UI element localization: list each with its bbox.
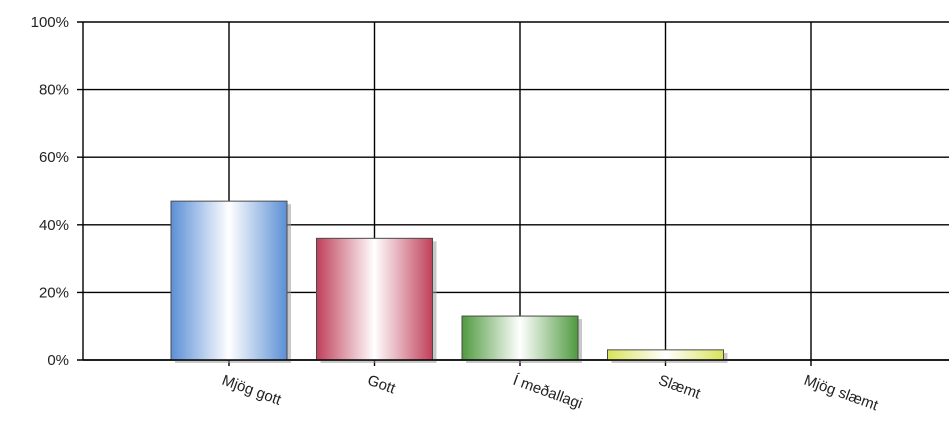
y-tick-label: 20% — [39, 284, 69, 301]
x-tick-label: Gott — [365, 372, 398, 398]
bar — [607, 349, 724, 361]
x-tick-label: Í meðallagi — [511, 372, 585, 413]
bar — [170, 200, 288, 361]
bar-layer — [170, 200, 728, 363]
y-tick-label: 80% — [39, 82, 69, 99]
label-layer: 0% 20% 40% 60% 80% 100% Mjög gott Gott Í meðalla… — [31, 14, 881, 415]
y-tick-label: 40% — [39, 217, 69, 234]
bar — [461, 315, 579, 361]
bar — [316, 237, 433, 361]
y-tick-label: 100% — [31, 14, 69, 31]
y-tick-label: 60% — [39, 149, 69, 166]
x-tick-label: Slæmt — [656, 372, 703, 403]
y-tick-label: 0% — [47, 352, 69, 369]
axis-layer — [82, 22, 949, 361]
x-tick-label: Mjög slæmt — [802, 372, 881, 415]
x-tick-label: Mjög gott — [220, 372, 285, 409]
